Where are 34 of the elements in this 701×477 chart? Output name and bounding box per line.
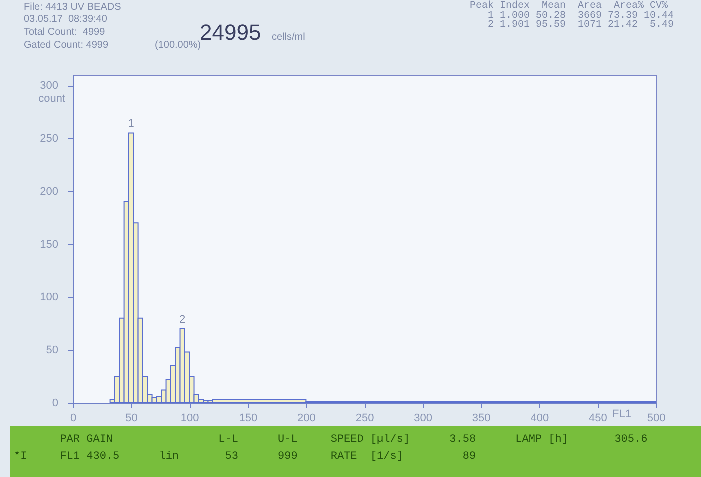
x-tick-label: 200: [298, 412, 316, 424]
y-tick-label: 100: [40, 292, 58, 304]
y-tick-label: 50: [46, 344, 58, 357]
y-tick-label: 150: [40, 238, 58, 251]
y-tick-label: 250: [40, 132, 58, 145]
y-tick-label: 200: [40, 186, 58, 198]
text: Total Count: 4999: [24, 27, 106, 38]
text: PAR GAIN L-L U-L SPEED [µl/s] 3.58 LAMP [h] 305.6: [59, 434, 648, 446]
text: *I FL1 430.5 lin 53 999 RATE [1/s] 89: [14, 451, 476, 463]
y-tick-label: 0: [52, 398, 58, 410]
text: 1 1.000 50.28 3669 73.39 10.44: [487, 11, 674, 22]
x-tick-label: 100: [180, 412, 200, 424]
x-axis-title: FL1: [612, 408, 632, 420]
annotation: 1: [128, 118, 134, 130]
text: cells/ml: [272, 32, 306, 43]
x-tick-label: 150: [239, 412, 258, 424]
y-axis-title: count: [38, 93, 66, 106]
x-tick-label: 250: [356, 412, 374, 424]
text: (100.00%): [155, 40, 202, 51]
text: Peak Index Mean Area Area% CV%: [470, 1, 668, 12]
x-tick-label: 500: [647, 412, 666, 424]
text: 24995: [200, 20, 262, 45]
x-tick-label: 450: [589, 412, 608, 424]
text: Gated Count: 4999: [24, 40, 109, 51]
x-tick-label: 0: [70, 412, 77, 424]
annotation: 2: [180, 314, 186, 326]
y-tick-label: 300: [40, 80, 58, 92]
chart-title: File: 4413 UV BEADS: [24, 2, 122, 13]
x-tick-label: 50: [126, 412, 138, 424]
text: 03.05.17 08:39:40: [24, 14, 108, 25]
text: 2 1.901 95.59 1071 21.42 5.49: [487, 20, 674, 31]
x-tick-label: 400: [530, 412, 550, 424]
x-tick-label: 300: [414, 412, 432, 424]
x-tick-label: 350: [472, 412, 491, 424]
